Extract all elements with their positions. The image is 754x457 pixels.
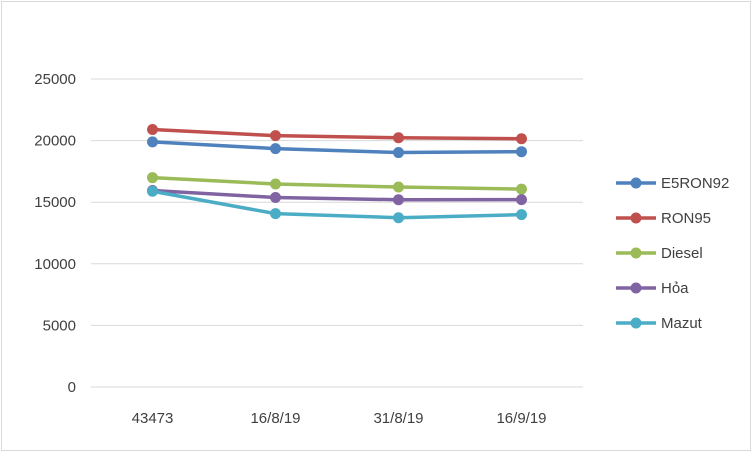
- legend-marker: [630, 282, 642, 294]
- series-lines: [147, 124, 527, 224]
- series-0: [147, 136, 527, 159]
- data-point: [393, 194, 404, 206]
- series-4: [147, 185, 527, 224]
- legend-marker: [630, 212, 642, 224]
- data-point: [270, 192, 281, 204]
- y-tick-label: 15000: [34, 194, 76, 211]
- y-tick-label: 25000: [34, 71, 76, 88]
- x-tick-label: 16/8/19: [250, 410, 300, 427]
- series-2: [147, 172, 527, 195]
- legend-marker: [630, 317, 642, 329]
- data-point: [270, 178, 281, 190]
- x-tick-label: 16/9/19: [496, 410, 546, 427]
- legend-label: Diesel: [661, 245, 703, 262]
- data-point: [393, 132, 404, 144]
- chart-area: 0 5000 10000 15000 20000 25000 43473 16/8/19 31…: [1, 1, 751, 451]
- gridlines: [91, 78, 583, 388]
- legend-label: Mazut: [661, 315, 703, 332]
- data-point: [270, 130, 281, 142]
- legend-item: Mazut: [616, 315, 703, 332]
- y-tick-label: 20000: [34, 133, 76, 150]
- data-point: [147, 172, 158, 184]
- legend-item: Diesel: [616, 245, 703, 262]
- series-line: [150, 175, 524, 191]
- y-tick-label: 5000: [43, 317, 76, 334]
- series-1: [147, 124, 527, 145]
- legend-item: Hỏa: [616, 280, 689, 297]
- data-point: [393, 147, 404, 159]
- y-tick-label: 10000: [34, 256, 76, 273]
- legend-item: RON95: [616, 210, 711, 227]
- y-tick-label: 0: [68, 379, 76, 396]
- data-point: [516, 209, 527, 221]
- legend-item: E5RON92: [616, 175, 729, 192]
- x-tick-label: 31/8/19: [373, 410, 423, 427]
- data-point: [393, 212, 404, 224]
- series-line: [150, 189, 524, 220]
- series-line: [150, 127, 524, 141]
- data-point: [516, 146, 527, 158]
- line-chart: 0 5000 10000 15000 20000 25000 43473 16/8/19 31…: [34, 71, 729, 427]
- legend-marker: [630, 177, 642, 189]
- data-point: [270, 208, 281, 220]
- legend-label: Hỏa: [661, 280, 689, 297]
- legend-label: RON95: [661, 210, 711, 227]
- data-point: [516, 183, 527, 195]
- x-tick-label: 43473: [132, 410, 174, 427]
- legend-marker: [630, 247, 642, 259]
- data-point: [147, 124, 158, 136]
- legend-label: E5RON92: [661, 175, 729, 192]
- series-line: [150, 188, 524, 202]
- data-point: [147, 136, 158, 148]
- legend: E5RON92 RON95 Diesel Hỏa Mazut: [616, 175, 729, 332]
- data-point: [516, 133, 527, 145]
- data-point: [270, 143, 281, 155]
- series-line: [150, 140, 524, 155]
- data-point: [147, 185, 158, 197]
- y-axis-tick-labels: 0 5000 10000 15000 20000 25000: [34, 71, 76, 396]
- x-axis-tick-labels: 43473 16/8/19 31/8/19 16/9/19: [132, 410, 547, 427]
- data-point: [393, 181, 404, 193]
- data-point: [516, 194, 527, 206]
